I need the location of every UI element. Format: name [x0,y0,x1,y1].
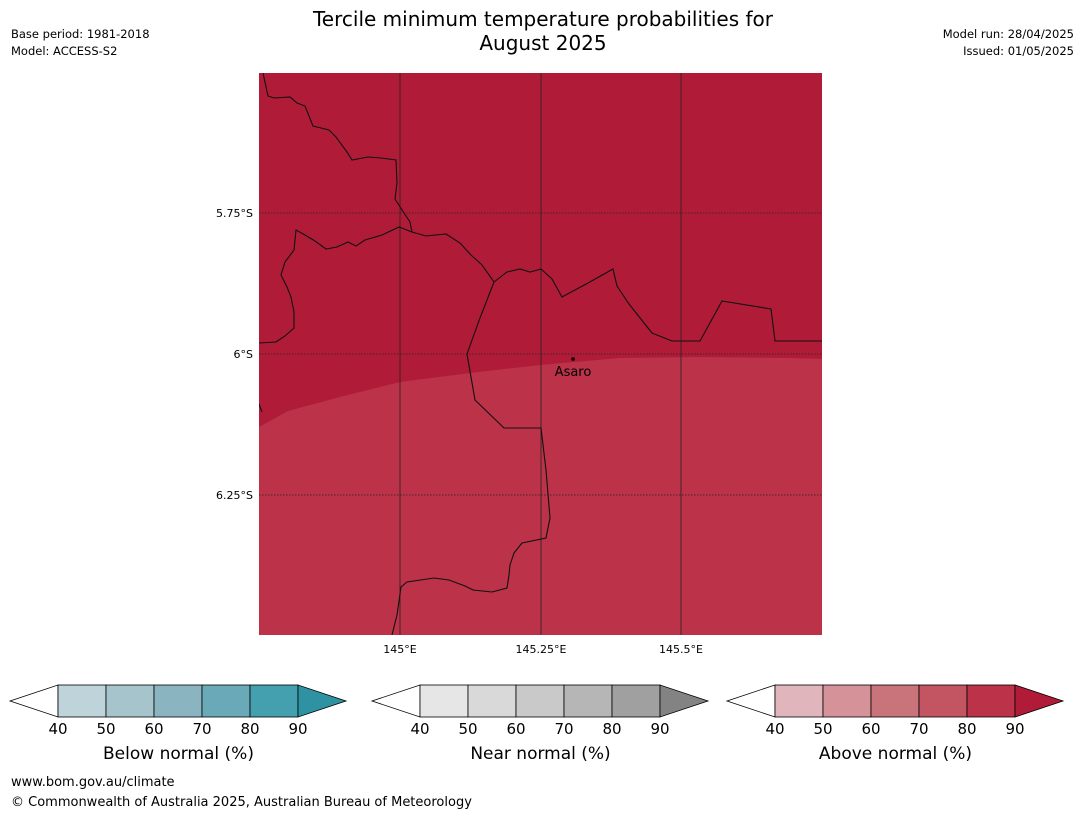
colorbar-segment [563,684,613,718]
region-above-70-80 [259,357,822,635]
above-normal-colorbar: 40 50 60 70 80 90 [725,684,1065,738]
colorbar-tick-label: 70 [554,720,573,738]
colorbar-segment [822,684,872,718]
colorbar-tick-label: 60 [144,720,163,738]
colorbar-segment [57,684,107,718]
lon-tick-label: 145°E [383,643,416,656]
border-central [411,231,822,342]
colorbar-segment [966,684,1016,718]
issued-date: Issued: 01/05/2025 [963,44,1074,58]
colorbar-tick-label: 70 [192,720,211,738]
border-west-fragment [259,403,263,413]
title-line-2: August 2025 [479,31,607,55]
title-line-1: Tercile minimum temperature probabilitie… [312,7,774,31]
issue-info: Model run: 28/04/2025 Issued: 01/05/2025 [943,26,1074,60]
model-run: Model run: 28/04/2025 [942,27,1074,41]
colorbar-segment [249,684,299,718]
colorbar-segment [515,684,565,718]
colorbar-tick-label: 50 [813,720,832,738]
colorbar-segment [105,684,155,718]
base-period: Base period: 1981-2018 [11,27,150,41]
colorbar-low-extend [370,684,421,718]
colorbar-low-extend [8,684,59,718]
model-info: Base period: 1981-2018 Model: ACCESS-S2 [11,26,150,60]
colorbar-segment [153,684,203,718]
colorbar-tick-label: 60 [506,720,525,738]
colorbar-high-extend [1014,684,1065,718]
colorbar-tick-label: 60 [861,720,880,738]
colorbar-tick-label: 80 [957,720,976,738]
footer-copyright: © Commonwealth of Australia 2025, Austra… [11,795,472,810]
place-label: Asaro [555,365,592,380]
map-title: Tercile minimum temperature probabilitie… [243,7,843,55]
colorbar-high-extend [297,684,348,718]
colorbar-tick-label: 40 [765,720,784,738]
footer-url[interactable]: www.bom.gov.au/climate [11,775,175,790]
latitude-labels: 5.75°S 6°S 6.25°S [216,207,253,502]
colorbar-tick-label: 90 [650,720,669,738]
near-normal-title: Near normal (%) [470,744,611,764]
colorbar-tick-label: 50 [96,720,115,738]
above-normal-title: Above normal (%) [818,744,973,764]
below-normal-colorbar: 40 50 60 70 80 90 [8,684,348,738]
colorbar-tick-label: 90 [288,720,307,738]
near-normal-colorbar: 40 50 60 70 80 90 [370,684,710,738]
border-southeast [391,281,551,635]
below-normal-title: Below normal (%) [103,744,254,764]
colorbar-tick-label: 40 [48,720,67,738]
gridlines [259,73,822,635]
colorbar-segment [419,684,469,718]
colorbar-tick-label: 40 [410,720,429,738]
colorbar-tick-label: 70 [909,720,928,738]
colorbar-low-extend [725,684,776,718]
colorbar-segment [467,684,517,718]
lat-tick-label: 6°S [234,348,253,361]
lat-tick-label: 6.25°S [216,489,253,502]
colorbar-segment [870,684,920,718]
colorbar-segment [918,684,968,718]
colorbar-tick-label: 80 [240,720,259,738]
model-name: Model: ACCESS-S2 [11,44,118,58]
border-west [259,73,413,344]
place-marker [571,357,575,361]
colorbar-segment [201,684,251,718]
lon-tick-label: 145.5°E [659,643,703,656]
lat-tick-label: 5.75°S [216,207,253,220]
colorbar-tick-label: 50 [458,720,477,738]
colorbar-segment [774,684,824,718]
province-borders [259,73,822,635]
colorbar-tick-label: 90 [1005,720,1024,738]
places: Asaro [555,357,592,380]
longitude-labels: 145°E 145.25°E 145.5°E [383,643,703,656]
map: Asaro 145°E 145.25°E 145.5°E 5.75°S 6°S 6.25… [216,73,822,656]
lon-tick-label: 145.25°E [516,643,567,656]
colorbar-segment [611,684,661,718]
colorbar-tick-label: 80 [602,720,621,738]
colorbar-high-extend [659,684,710,718]
